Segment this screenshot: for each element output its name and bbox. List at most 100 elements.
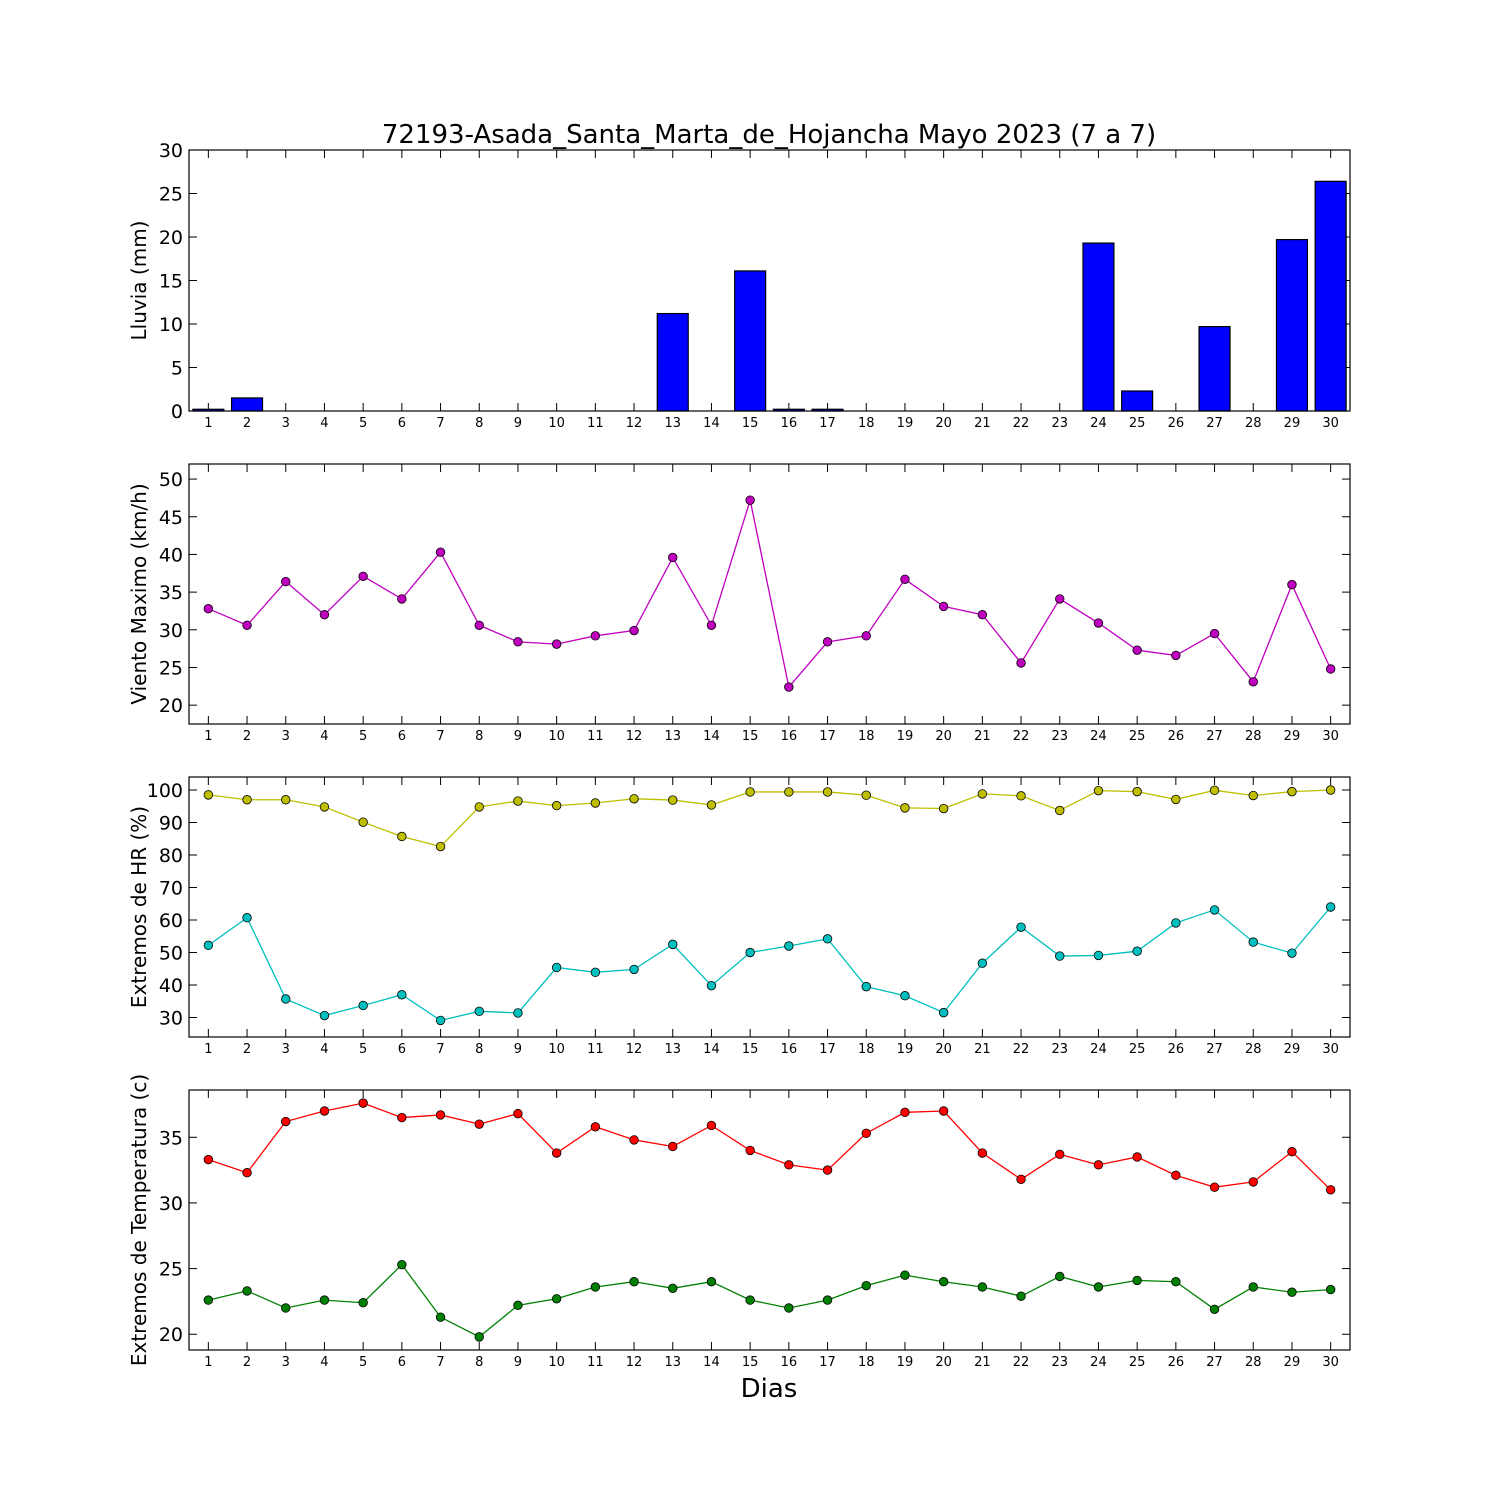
y-tick-label: 5 [171, 358, 183, 380]
x-tick-label: 19 [897, 1042, 914, 1057]
x-tick-label: 30 [1322, 729, 1339, 744]
x-tick-label: 18 [858, 416, 875, 431]
x-tick-label: 16 [781, 1355, 798, 1370]
x-tick-label: 1 [204, 416, 212, 431]
data-point [977, 789, 988, 799]
y-axis-label: Lluvia (mm) [127, 221, 151, 341]
x-tick-label: 9 [514, 416, 522, 431]
x-tick-label: 17 [819, 416, 836, 431]
y-tick-label: 100 [147, 780, 183, 802]
data-point [319, 1295, 330, 1305]
data-point [861, 631, 871, 641]
x-tick-label: 10 [548, 1355, 565, 1370]
x-tick-label: 13 [664, 1042, 681, 1057]
data-point [938, 1106, 949, 1116]
x-tick-label: 18 [858, 729, 875, 744]
data-point [513, 796, 523, 806]
data-point [822, 934, 833, 944]
y-tick-label: 10 [159, 314, 183, 336]
data-point [706, 1120, 717, 1131]
x-tick-label: 2 [243, 1042, 251, 1057]
data-point [435, 1110, 446, 1120]
data-point [900, 1107, 910, 1118]
x-tick-label: 28 [1245, 729, 1262, 744]
y-axis-label: Extremos de Temperatura (c) [127, 1074, 151, 1366]
data-point [668, 795, 678, 805]
y-tick-label: 20 [159, 227, 183, 249]
x-tick-label: 23 [1051, 1355, 1068, 1370]
y-tick-label: 15 [159, 271, 183, 293]
x-tick-label: 27 [1206, 729, 1223, 744]
data-point [938, 1277, 949, 1287]
data-point [629, 964, 639, 975]
x-tick-label: 16 [781, 729, 798, 744]
y-axis-label: Viento Maximo (km/h) [127, 483, 151, 704]
data-point [358, 817, 368, 827]
y-tick-label: 35 [159, 582, 183, 604]
data-point [1055, 1149, 1065, 1160]
data-point [1287, 786, 1297, 797]
x-tick-label: 14 [703, 416, 720, 431]
data-point [397, 1259, 407, 1270]
x-tick-label: 3 [282, 1355, 290, 1370]
data-point [1132, 946, 1142, 956]
data-point [203, 790, 214, 800]
x-tick-label: 29 [1284, 416, 1301, 431]
data-point [861, 981, 871, 992]
x-tick-label: 21 [974, 1355, 991, 1370]
data-point [397, 594, 407, 604]
data-point [242, 913, 252, 923]
x-tick-label: 29 [1284, 1042, 1301, 1057]
data-point [629, 1277, 639, 1287]
data-point [668, 552, 678, 563]
bar [1082, 242, 1115, 412]
data-point [629, 1135, 639, 1145]
data-point [706, 980, 717, 991]
x-tick-label: 3 [282, 729, 290, 744]
data-point [435, 1015, 446, 1026]
x-tick-label: 6 [398, 729, 406, 744]
y-tick-label: 70 [159, 878, 183, 900]
series-line-1 [208, 789, 1331, 848]
x-tick-label: 30 [1322, 416, 1339, 431]
data-point [938, 1007, 949, 1018]
data-point [319, 610, 330, 620]
x-tick-label: 10 [548, 729, 565, 744]
data-point [397, 831, 407, 842]
x-tick-label: 8 [475, 729, 483, 744]
x-tick-label: 24 [1090, 729, 1107, 744]
data-point [281, 795, 291, 805]
data-point [706, 1277, 717, 1287]
data-point [1209, 785, 1220, 796]
data-point [1209, 1304, 1220, 1314]
data-point [1248, 677, 1258, 687]
data-point [551, 962, 562, 973]
data-point [513, 1008, 523, 1018]
data-point [1055, 951, 1065, 961]
data-point [590, 967, 601, 978]
x-tick-label: 3 [282, 1042, 290, 1057]
data-point [1093, 950, 1104, 961]
x-tick-label: 20 [935, 416, 952, 431]
data-point [1093, 1160, 1104, 1170]
data-point [319, 1010, 330, 1021]
data-point [861, 1128, 871, 1139]
y-tick-label: 25 [159, 657, 183, 679]
x-tick-label: 22 [1013, 1042, 1030, 1057]
x-tick-label: 23 [1051, 729, 1068, 744]
data-point [281, 1303, 291, 1313]
data-point [977, 958, 988, 968]
x-tick-label: 7 [436, 1355, 444, 1370]
data-point [590, 1282, 601, 1292]
x-tick-label: 24 [1090, 1355, 1107, 1370]
bar [1121, 390, 1154, 412]
data-point [745, 495, 755, 505]
x-tick-label: 9 [514, 1042, 522, 1057]
x-tick-label: 20 [935, 729, 952, 744]
data-point [474, 620, 484, 630]
x-tick-label: 28 [1245, 1355, 1262, 1370]
x-tick-label: 13 [664, 416, 681, 431]
x-tick-label: 4 [320, 1042, 328, 1057]
series-line-2 [207, 906, 1332, 1022]
